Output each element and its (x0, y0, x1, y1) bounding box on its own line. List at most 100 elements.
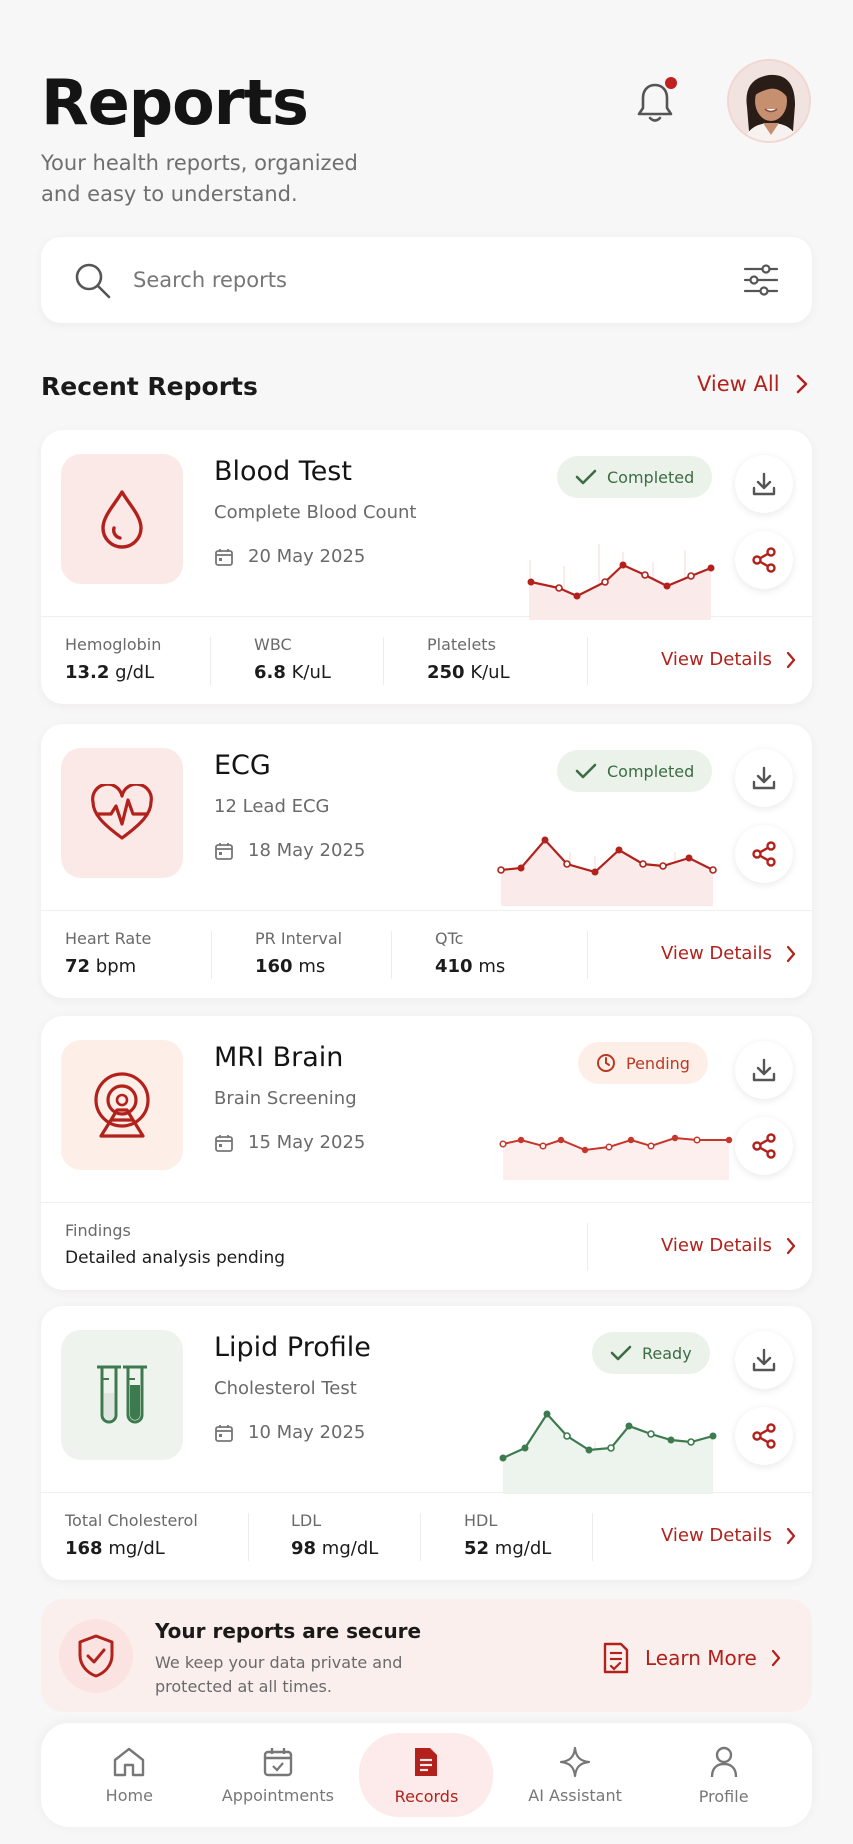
view-details-link[interactable]: View Details (661, 1525, 796, 1546)
download-icon (752, 1058, 776, 1082)
share-button[interactable] (735, 531, 793, 589)
trend-sparkline (527, 544, 715, 620)
calendar-icon (263, 1747, 293, 1776)
report-thumbnail (61, 1040, 183, 1170)
report-date: 20 May 2025 (214, 546, 365, 567)
view-details-link[interactable]: View Details (661, 649, 796, 670)
status-label: Ready (642, 1343, 692, 1363)
heart-pulse-icon (91, 784, 153, 840)
report-date-text: 10 May 2025 (248, 1422, 366, 1443)
learn-more-link[interactable]: Learn More (601, 1641, 781, 1675)
nav-item-profile[interactable]: Profile (657, 1733, 791, 1817)
status-label: Completed (607, 467, 695, 487)
metric-heart-rate: Heart Rate 72 bpm (65, 929, 152, 977)
report-title: Lipid Profile (214, 1332, 371, 1363)
bell-icon (637, 83, 673, 122)
notification-dot (665, 77, 677, 89)
person-icon (710, 1746, 737, 1777)
security-body: We keep your data private and protected … (155, 1653, 403, 1696)
report-date: 10 May 2025 (214, 1422, 365, 1443)
report-date: 18 May 2025 (214, 840, 365, 861)
section-title: Recent Reports (41, 372, 258, 401)
share-button[interactable] (735, 825, 793, 883)
report-card-mri-brain[interactable]: MRI Brain Brain Screening 15 May 2025 Pe… (41, 1016, 812, 1290)
notifications-button[interactable] (630, 78, 680, 128)
metric-total-cholesterol: Total Cholesterol 168 mg/dL (65, 1511, 198, 1559)
page-subtitle: Your health reports, organized and easy … (41, 151, 358, 206)
search-input[interactable] (133, 263, 633, 297)
download-button[interactable] (735, 455, 793, 513)
report-card-lipid-profile[interactable]: Lipid Profile Cholesterol Test 10 May 20… (41, 1306, 812, 1580)
check-icon (575, 469, 597, 485)
status-badge: Ready (592, 1332, 710, 1374)
nav-item-ai-assistant[interactable]: AI Assistant (508, 1733, 642, 1817)
report-subtitle: Brain Screening (214, 1088, 357, 1109)
nav-label: AI Assistant (528, 1785, 622, 1805)
download-button[interactable] (735, 1331, 793, 1389)
chevron-right-icon (786, 945, 795, 962)
report-date-text: 18 May 2025 (248, 840, 366, 861)
avatar[interactable] (727, 59, 811, 143)
shield-badge (59, 1619, 133, 1693)
nav-item-appointments[interactable]: Appointments (211, 1733, 345, 1817)
view-details-link[interactable]: View Details (661, 943, 796, 964)
page-title: Reports (41, 66, 309, 139)
nav-label: Appointments (221, 1785, 334, 1805)
status-badge: Completed (557, 456, 713, 498)
download-icon (752, 766, 776, 790)
nav-item-records[interactable]: Records (359, 1733, 494, 1817)
metric-wbc: WBC 6.8 K/uL (254, 635, 331, 683)
trend-sparkline (499, 1134, 733, 1180)
calendar-icon (215, 1424, 233, 1442)
chevron-right-icon (796, 374, 807, 394)
metric-ldl: LDL 98 mg/dL (291, 1511, 379, 1559)
report-thumbnail (61, 454, 183, 584)
findings: Findings Detailed analysis pending (65, 1221, 286, 1268)
check-icon (575, 763, 597, 779)
sparkle-icon (559, 1746, 591, 1777)
bottom-nav: Home Appointments Records AI Assistant P… (41, 1723, 812, 1827)
document-check-icon (603, 1642, 629, 1674)
download-icon (752, 472, 776, 496)
share-button[interactable] (735, 1117, 793, 1175)
mri-scanner-icon (94, 1072, 150, 1138)
view-all-link[interactable]: View All (697, 372, 808, 396)
nav-item-home[interactable]: Home (62, 1733, 196, 1817)
view-all-label: View All (697, 372, 780, 396)
nav-label: Records (394, 1786, 459, 1806)
report-date-text: 15 May 2025 (248, 1132, 366, 1153)
report-card-ecg[interactable]: ECG 12 Lead ECG 18 May 2025 Completed (41, 724, 812, 998)
report-title: ECG (214, 750, 271, 781)
status-badge: Pending (578, 1042, 708, 1084)
filter-icon[interactable] (742, 261, 780, 299)
report-subtitle: 12 Lead ECG (214, 796, 330, 817)
status-badge: Completed (557, 750, 713, 792)
calendar-icon (215, 548, 233, 566)
report-date-text: 20 May 2025 (248, 546, 366, 567)
download-button[interactable] (735, 1041, 793, 1099)
shield-check-icon (78, 1634, 114, 1678)
download-button[interactable] (735, 749, 793, 807)
status-label: Pending (626, 1053, 690, 1073)
report-subtitle: Complete Blood Count (214, 502, 417, 523)
calendar-icon (215, 1134, 233, 1152)
report-card-blood-test[interactable]: Blood Test Complete Blood Count 20 May 2… (41, 430, 812, 704)
metric-hemoglobin: Hemoglobin 13.2 g/dL (65, 635, 162, 683)
calendar-icon (215, 842, 233, 860)
report-title: MRI Brain (214, 1042, 344, 1073)
chevron-right-icon (786, 651, 795, 668)
nav-label: Home (105, 1785, 153, 1805)
metric-pr-interval: PR Interval 160 ms (255, 929, 343, 977)
check-icon (610, 1345, 632, 1361)
share-button[interactable] (735, 1407, 793, 1465)
report-title: Blood Test (214, 456, 352, 487)
search-icon (75, 263, 111, 299)
share-icon (752, 1423, 776, 1449)
nav-label: Profile (698, 1786, 749, 1806)
report-thumbnail (61, 1330, 183, 1460)
view-details-link[interactable]: View Details (661, 1235, 796, 1256)
trend-sparkline (497, 836, 717, 906)
metric-qtc: QTc 410 ms (435, 929, 506, 977)
share-icon (752, 841, 776, 867)
document-icon (415, 1747, 438, 1776)
